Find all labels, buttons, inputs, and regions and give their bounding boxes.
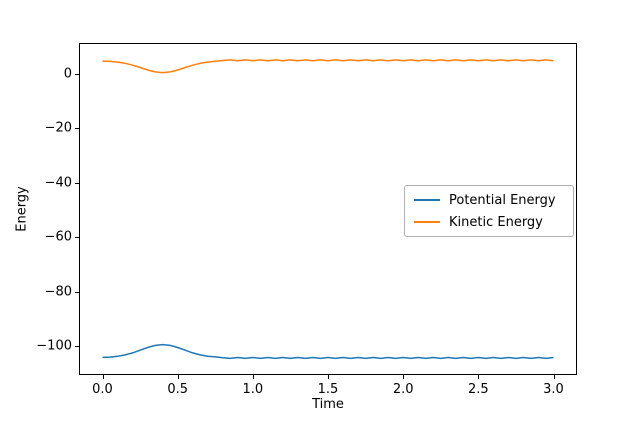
series-line-kinetic [102,59,554,74]
x-tick-label: 3.0 [543,382,564,397]
x-tick-label: 0.5 [167,382,189,397]
y-tick-mark [75,237,79,239]
x-tick-mark [328,375,329,379]
legend-item-potential: Potential Energy [414,192,564,208]
y-tick-mark [75,346,79,347]
y-tick-label: −20 [44,120,72,136]
x-tick-label: 2.0 [392,382,414,397]
y-tick-label: −80 [44,284,72,300]
x-tick-mark [553,375,555,379]
x-tick-mark [177,375,179,379]
x-tick-label: 1.5 [317,382,339,397]
legend-item-kinetic: Kinetic Energy [414,214,564,230]
y-tick-label: −40 [44,175,72,191]
legend-label-kinetic-energy: Kinetic Energy [449,214,543,230]
chart-canvas [102,59,554,360]
legend-line-potential-energy [414,199,440,201]
x-tick-mark [478,375,480,379]
y-tick-label: −100 [36,338,72,354]
legend-label-potential-energy: Potential Energy [449,192,556,208]
y-tick-mark [75,291,79,293]
y-axis-label: Energy [14,186,30,232]
y-tick-mark [75,182,79,184]
x-tick-label: 0.0 [92,382,113,397]
x-tick-label: 2.5 [467,382,489,397]
series-line-potential [102,343,554,360]
x-tick-mark [403,375,405,379]
legend: Potential Energy Kinetic Energy [404,185,574,237]
y-tick-mark [75,73,79,75]
y-tick-mark [75,128,79,130]
x-axis-label: Time [312,397,344,412]
y-tick-label: −60 [44,229,72,245]
x-tick-mark [102,375,104,379]
legend-line-kinetic-energy [414,221,440,223]
y-tick-label: 0 [63,66,72,82]
x-tick-mark [252,375,254,379]
x-tick-label: 1.0 [242,382,264,397]
